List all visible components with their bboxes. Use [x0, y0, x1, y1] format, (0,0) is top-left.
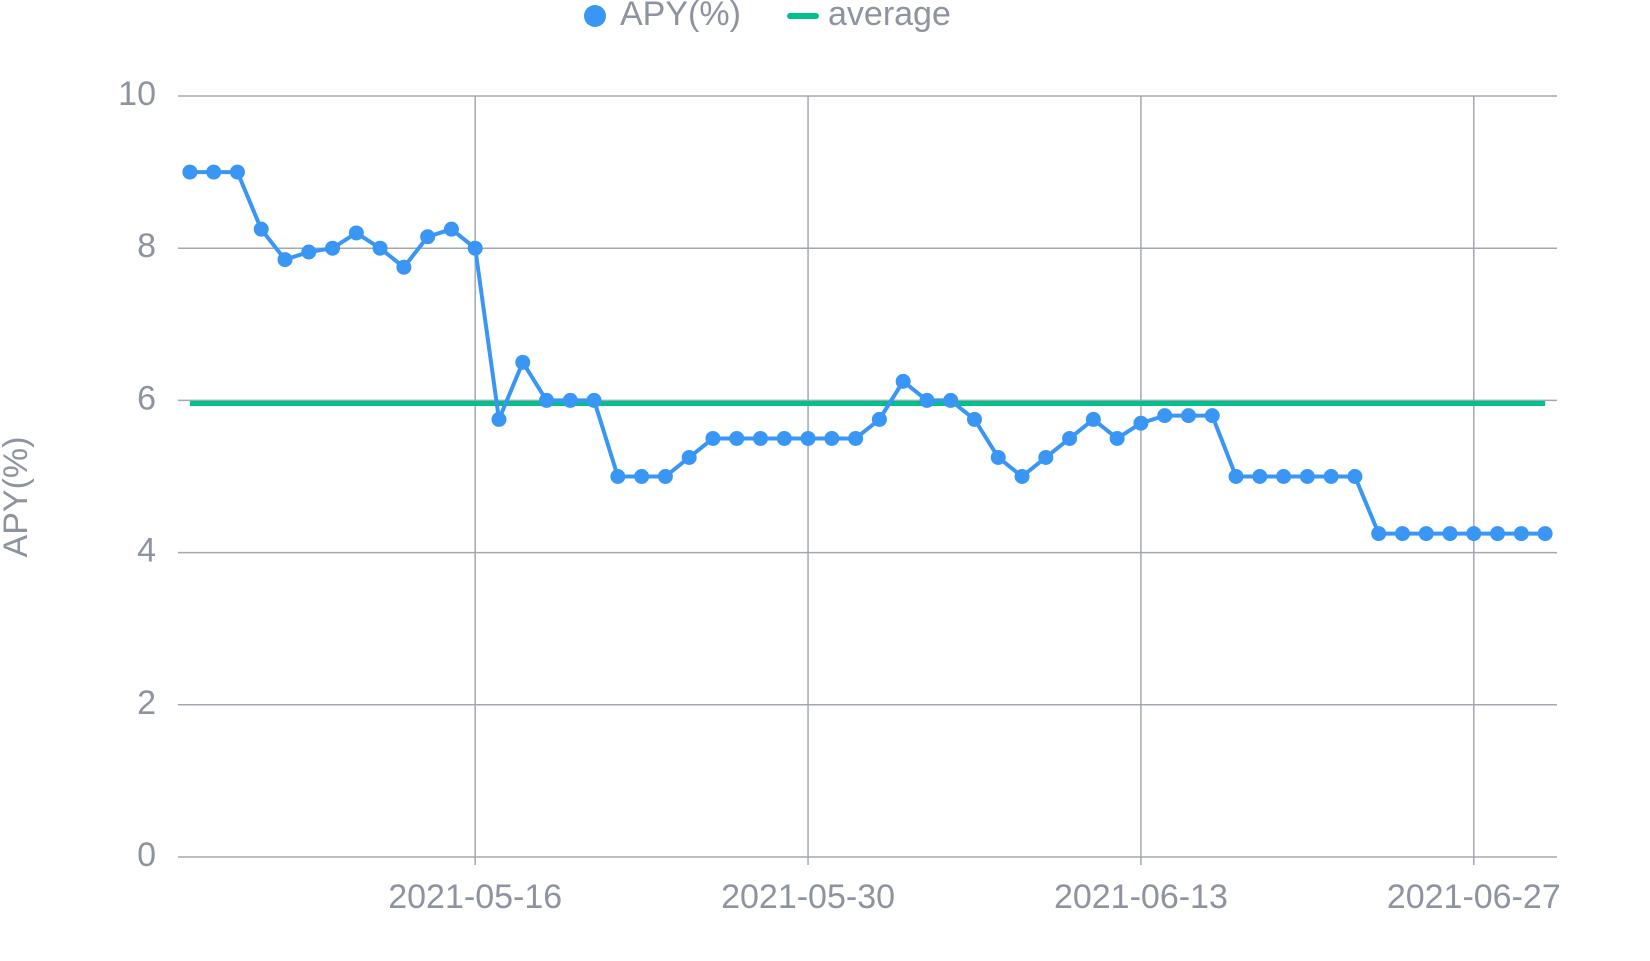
data-point: [1109, 430, 1125, 446]
y-tick-label: 2: [137, 684, 156, 722]
data-point: [515, 354, 531, 370]
data-point: [1062, 430, 1078, 446]
legend-label: APY(%): [620, 0, 741, 33]
data-point: [1228, 469, 1244, 484]
data-point: [871, 411, 887, 427]
y-tick-label: 6: [137, 379, 156, 417]
data-point: [301, 244, 317, 260]
data-point: [467, 240, 483, 256]
data-point: [1252, 469, 1268, 484]
data-point: [1085, 411, 1101, 427]
data-point: [539, 392, 555, 408]
x-tick-label: 2021-06-13: [1054, 878, 1228, 916]
data-point: [943, 392, 959, 408]
data-point: [824, 430, 840, 446]
data-point: [966, 411, 982, 427]
data-point: [1347, 469, 1363, 484]
data-point: [1490, 526, 1506, 542]
data-point: [729, 430, 745, 446]
data-point: [610, 469, 626, 484]
x-tick-label: 2021-05-30: [721, 878, 895, 916]
data-point: [1537, 526, 1553, 542]
data-point: [753, 430, 769, 446]
y-tick-label: 10: [118, 75, 156, 113]
y-tick-label: 8: [137, 227, 156, 265]
data-point: [1513, 526, 1529, 542]
data-point: [895, 373, 911, 389]
data-point: [919, 392, 935, 408]
y-axis-label: APY(%): [0, 437, 35, 558]
data-point: [1038, 449, 1054, 465]
data-point: [776, 430, 792, 446]
data-point: [657, 469, 673, 484]
data-point: [1466, 526, 1482, 542]
data-point: [562, 392, 578, 408]
data-point: [848, 430, 864, 446]
data-point: [705, 430, 721, 446]
data-point: [277, 252, 293, 268]
legend-marker: [584, 5, 606, 27]
data-point: [253, 221, 269, 237]
data-point: [1323, 469, 1339, 484]
data-point: [1371, 526, 1387, 542]
data-point: [1180, 408, 1196, 424]
data-point: [634, 469, 650, 484]
data-point: [229, 164, 245, 180]
data-point: [1014, 469, 1030, 484]
y-tick-label: 4: [137, 532, 156, 570]
x-tick-label: 2021-05-16: [388, 878, 562, 916]
data-point: [348, 225, 364, 241]
data-point: [325, 240, 341, 256]
data-point: [800, 430, 816, 446]
data-line: [189, 170, 1546, 536]
data-point: [206, 164, 222, 180]
data-point: [1276, 469, 1292, 484]
data-point: [1204, 408, 1220, 424]
data-point: [396, 259, 412, 275]
data-point: [1394, 526, 1410, 542]
data-point: [990, 449, 1006, 465]
x-tick-label: 2021-06-27: [1387, 878, 1561, 916]
data-point: [1442, 526, 1458, 542]
legend-label: average: [828, 0, 951, 33]
data-point: [443, 221, 459, 237]
data-point: [1418, 526, 1434, 542]
data-point: [491, 411, 507, 427]
data-point: [1157, 408, 1173, 424]
data-point: [420, 229, 436, 245]
data-point: [681, 449, 697, 465]
data-point: [372, 240, 388, 256]
data-point: [1133, 415, 1149, 431]
data-point: [182, 164, 198, 180]
y-tick-label: 0: [137, 836, 156, 874]
data-point: [1299, 469, 1315, 484]
data-point: [586, 392, 602, 408]
